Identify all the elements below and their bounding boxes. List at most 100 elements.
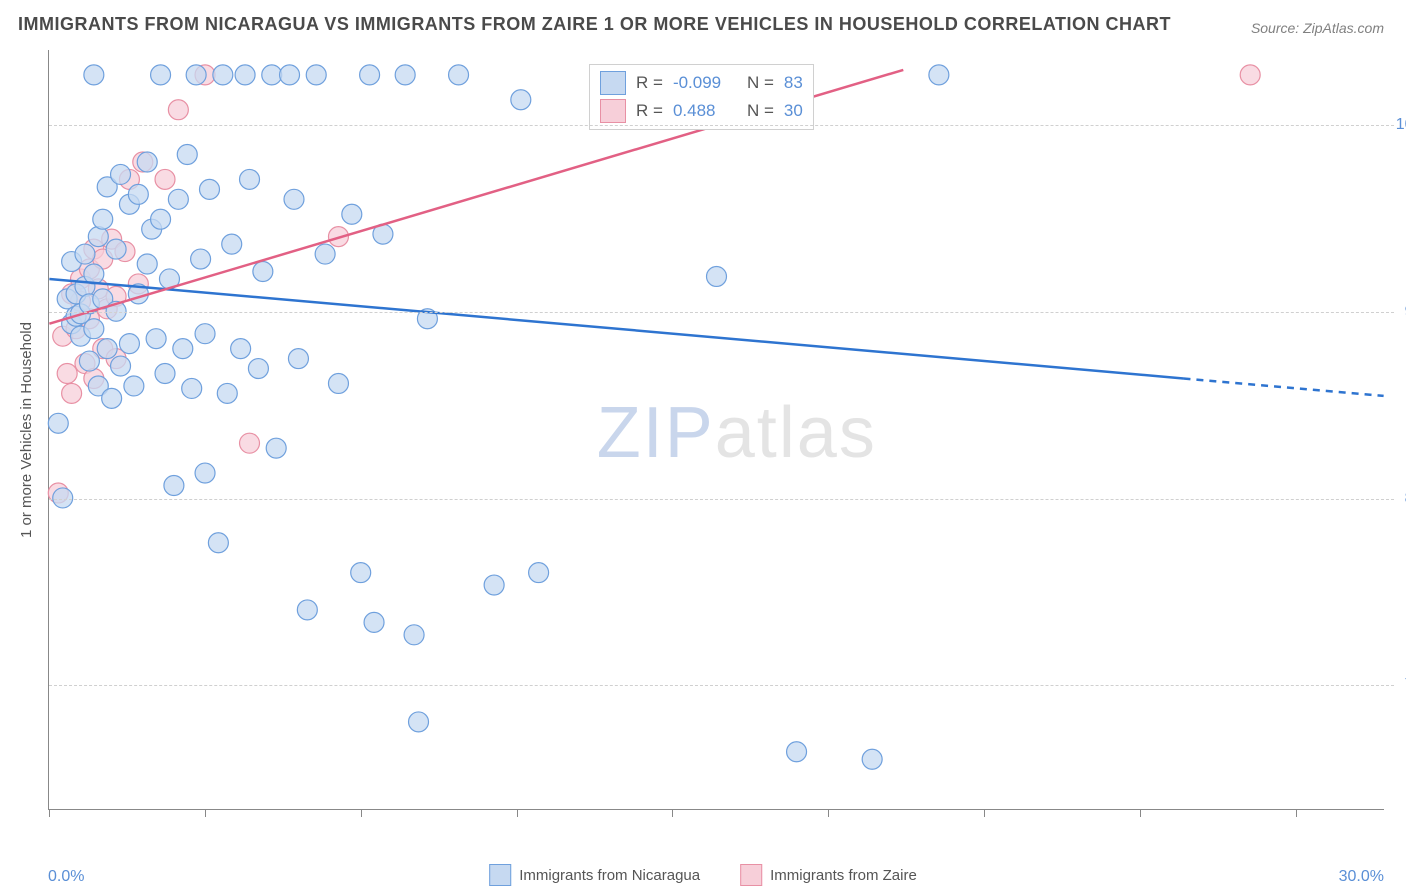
data-point [208, 533, 228, 553]
regression-line-a [49, 279, 1183, 379]
data-point [93, 209, 113, 229]
data-point [84, 319, 104, 339]
data-point [707, 266, 727, 286]
data-point [253, 261, 273, 281]
legend-swatch-nicaragua [489, 864, 511, 886]
data-point [240, 169, 260, 189]
data-point [248, 359, 268, 379]
x-tick [984, 809, 985, 817]
data-point [186, 65, 206, 85]
data-point [84, 264, 104, 284]
legend-label-nicaragua: Immigrants from Nicaragua [519, 867, 700, 884]
data-point [213, 65, 233, 85]
data-point [182, 378, 202, 398]
gridline-h [49, 499, 1394, 500]
data-point [151, 65, 171, 85]
data-point [151, 209, 171, 229]
data-point [328, 373, 348, 393]
stats-n-value: 83 [784, 73, 803, 93]
data-point [200, 179, 220, 199]
stats-swatch [600, 99, 626, 123]
x-tick [49, 809, 50, 817]
chart-title: IMMIGRANTS FROM NICARAGUA VS IMMIGRANTS … [18, 14, 1171, 35]
x-tick [517, 809, 518, 817]
data-point [217, 383, 237, 403]
x-min-label: 0.0% [48, 868, 84, 886]
plot-svg [49, 50, 1384, 809]
x-tick [672, 809, 673, 817]
legend-swatch-zaire [740, 864, 762, 886]
gridline-h [49, 125, 1394, 126]
data-point [195, 463, 215, 483]
x-tick [828, 809, 829, 817]
data-point [137, 152, 157, 172]
data-point [124, 376, 144, 396]
data-point [97, 339, 117, 359]
data-point [280, 65, 300, 85]
plot-area: ZIPatlas R = -0.099 N = 83 R = 0.488 N =… [48, 50, 1384, 810]
data-point [787, 742, 807, 762]
data-point [929, 65, 949, 85]
data-point [235, 65, 255, 85]
data-point [84, 65, 104, 85]
data-point [119, 334, 139, 354]
data-point [342, 204, 362, 224]
data-point [155, 364, 175, 384]
stats-n-label: N = [747, 101, 774, 121]
data-point [164, 476, 184, 496]
chart-container: IMMIGRANTS FROM NICARAGUA VS IMMIGRANTS … [0, 0, 1406, 892]
data-point [168, 100, 188, 120]
x-tick [1296, 809, 1297, 817]
gridline-h [49, 685, 1394, 686]
data-point [862, 749, 882, 769]
x-tick [361, 809, 362, 817]
data-point [75, 244, 95, 264]
legend-label-zaire: Immigrants from Zaire [770, 867, 917, 884]
data-point [240, 433, 260, 453]
data-point [511, 90, 531, 110]
stats-n-label: N = [747, 73, 774, 93]
stats-n-value: 30 [784, 101, 803, 121]
data-point [173, 339, 193, 359]
data-point [266, 438, 286, 458]
data-point [360, 65, 380, 85]
data-point [155, 169, 175, 189]
data-point [48, 413, 68, 433]
data-point [409, 712, 429, 732]
stats-r-label: R = [636, 101, 663, 121]
y-tick-label: 100.0% [1396, 116, 1406, 134]
data-point [128, 184, 148, 204]
stats-swatch [600, 71, 626, 95]
legend-bottom: Immigrants from Nicaragua Immigrants fro… [489, 864, 917, 886]
data-point [168, 189, 188, 209]
data-point [1240, 65, 1260, 85]
data-point [529, 563, 549, 583]
data-point [284, 189, 304, 209]
gridline-h [49, 312, 1394, 313]
data-point [262, 65, 282, 85]
legend-item-zaire: Immigrants from Zaire [740, 864, 917, 886]
data-point [177, 145, 197, 165]
data-point [146, 329, 166, 349]
data-point [57, 364, 77, 384]
data-point [231, 339, 251, 359]
source-label: Source: ZipAtlas.com [1251, 20, 1384, 36]
data-point [484, 575, 504, 595]
data-point [88, 227, 108, 247]
x-tick [1140, 809, 1141, 817]
data-point [102, 388, 122, 408]
x-max-label: 30.0% [1339, 868, 1384, 886]
data-point [62, 383, 82, 403]
legend-item-nicaragua: Immigrants from Nicaragua [489, 864, 700, 886]
data-point [288, 349, 308, 369]
data-point [111, 164, 131, 184]
data-point [222, 234, 242, 254]
data-point [137, 254, 157, 274]
data-point [191, 249, 211, 269]
regression-line-a-dash [1183, 378, 1383, 395]
data-point [351, 563, 371, 583]
y-axis-label: 1 or more Vehicles in Household [18, 322, 35, 538]
data-point [297, 600, 317, 620]
data-point [449, 65, 469, 85]
data-point [404, 625, 424, 645]
